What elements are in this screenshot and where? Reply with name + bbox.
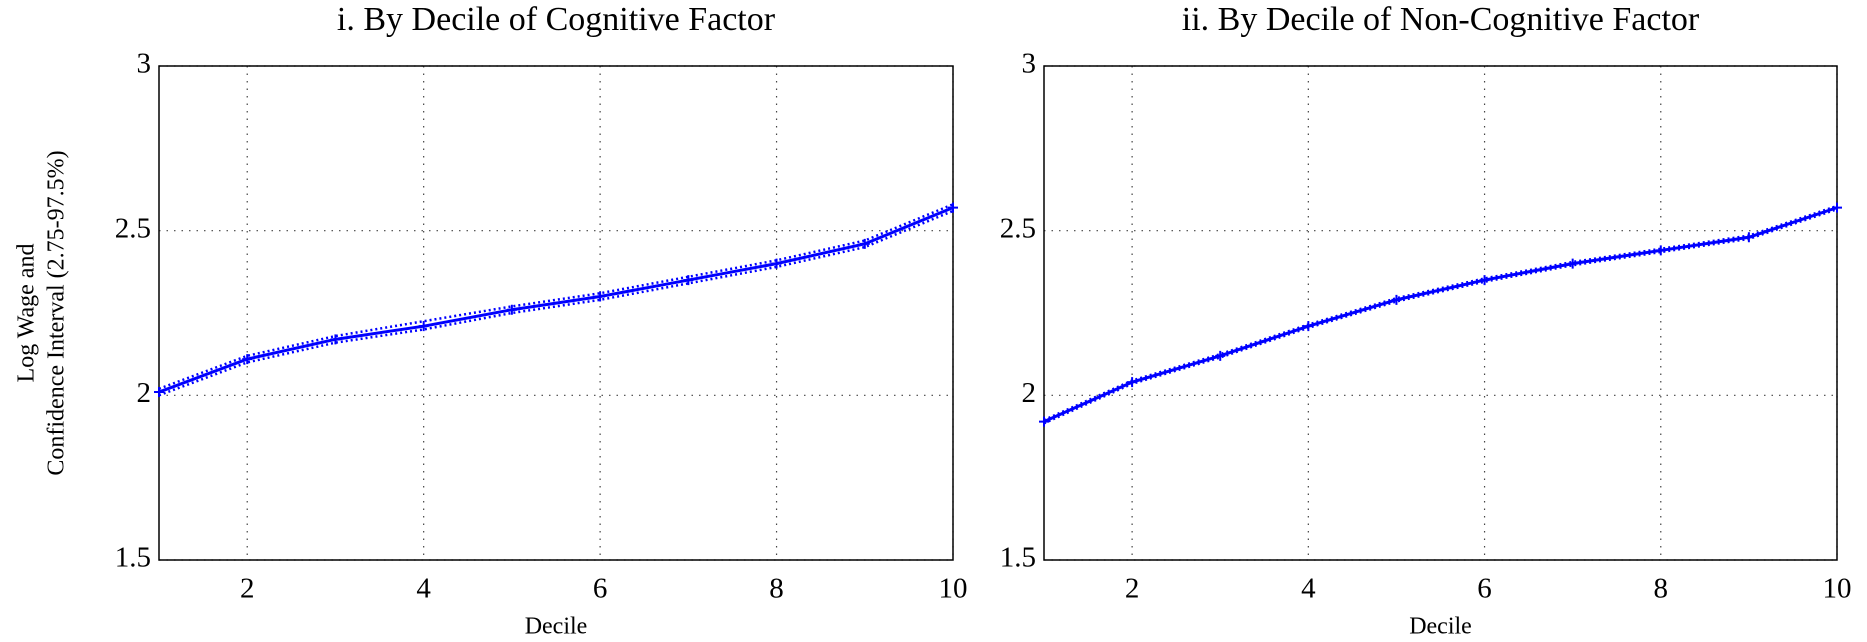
x-tick-label: 4 (1301, 573, 1316, 605)
x-tick-label: 10 (1823, 573, 1852, 605)
point-marker (859, 238, 870, 249)
point-marker (1391, 294, 1402, 305)
point-marker (1479, 275, 1490, 286)
y-tick-label: 3 (1022, 48, 1037, 80)
chart-title: i. By Decile of Cognitive Factor (337, 1, 776, 38)
x-tick-label: 6 (1477, 573, 1492, 605)
y-tick-label: 2.5 (1000, 212, 1036, 244)
y-tick-label: 2 (1022, 377, 1037, 409)
point-marker (1567, 258, 1578, 269)
x-tick-label: 10 (939, 573, 968, 605)
point-marker (683, 275, 694, 286)
series-line (158, 206, 954, 394)
plot-frame (158, 65, 954, 561)
x-axis-label: Decile (525, 614, 588, 640)
y-axis-label: Log Wage and (14, 244, 40, 383)
x-axis-label: Decile (1409, 614, 1472, 640)
y-tick-label: 3 (137, 48, 152, 80)
y-axis-label: Confidence Interval (2.75-97.5%) (44, 150, 70, 475)
plot-frame (1043, 65, 1838, 561)
y-tick-label: 1.5 (1000, 542, 1036, 574)
point-marker (1215, 350, 1226, 361)
series-line (1043, 204, 1838, 422)
series-line (1043, 206, 1838, 424)
chart-title: ii. By Decile of Non-Cognitive Factor (1182, 1, 1700, 38)
x-tick-label: 8 (1654, 573, 1669, 605)
x-tick-label: 8 (769, 573, 784, 605)
point-marker (771, 258, 782, 269)
y-tick-label: 2 (137, 377, 152, 409)
y-tick-label: 1.5 (115, 542, 151, 574)
point-marker (330, 334, 341, 345)
x-tick-label: 4 (416, 573, 431, 605)
point-marker (948, 202, 958, 213)
point-marker (1039, 416, 1049, 427)
point-marker (506, 304, 517, 315)
x-tick-label: 2 (1125, 573, 1140, 605)
x-tick-label: 6 (593, 573, 608, 605)
point-marker (418, 321, 429, 332)
point-marker (242, 354, 253, 365)
series-line (158, 203, 954, 390)
y-tick-label: 2.5 (115, 212, 151, 244)
x-tick-label: 2 (240, 573, 255, 605)
point-marker (595, 291, 606, 302)
